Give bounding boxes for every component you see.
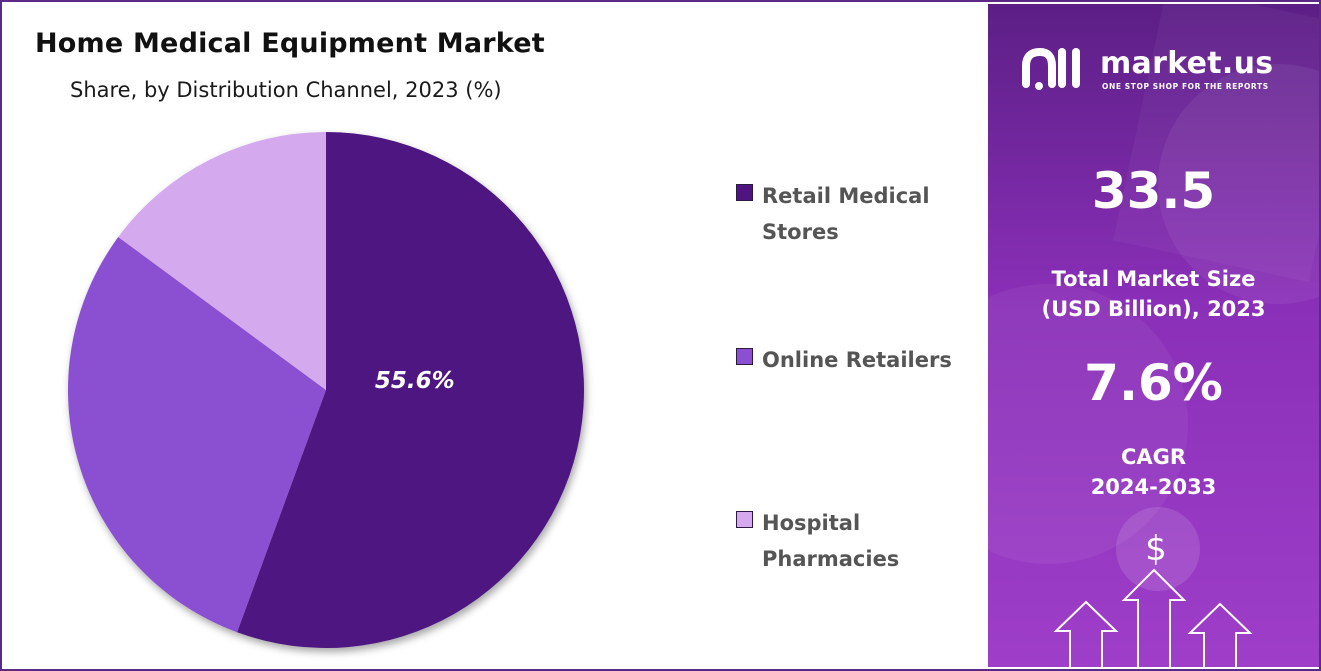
pie-slices <box>67 132 584 648</box>
market-us-logo: market.us ONE STOP SHOP FOR THE REPORTS <box>1022 44 1302 94</box>
cagr-value: 7.6% <box>1084 354 1223 412</box>
summary-panel: market.us ONE STOP SHOP FOR THE REPORTS … <box>988 4 1319 667</box>
logo-text: market.us <box>1100 46 1274 81</box>
legend-swatch-retail-medical-stores <box>736 184 753 201</box>
legend-label-retail-medical-stores: Retail Medical Stores <box>762 178 982 250</box>
panel-background-decoration <box>988 4 1319 591</box>
legend-label-online-line1: Online Retailers <box>762 348 952 372</box>
legend-label-hospital-pharmacies: Hospital Pharmacies <box>762 505 982 577</box>
pie-slice-retail-medical-stores <box>237 132 584 648</box>
pie-data-label-retail-medical-stores: 55.6% <box>375 368 455 394</box>
pie-chart: 55.6% <box>67 132 584 648</box>
pie-slice-online-retailers <box>67 237 326 633</box>
cagr-label-line1: CAGR <box>1120 445 1187 469</box>
legend-label-online-retailers: Online Retailers <box>762 342 982 378</box>
chart-title: Home Medical Equipment Market <box>35 28 545 59</box>
chart-subtitle: Share, by Distribution Channel, 2023 (%) <box>70 78 502 102</box>
legend-swatch-hospital-pharmacies <box>736 511 753 528</box>
cagr-label-line2: 2024-2033 <box>1090 475 1217 499</box>
legend-swatch-online-retailers <box>736 348 753 365</box>
up-arrow-left-icon <box>1053 600 1119 667</box>
market-size-label: Total Market Size (USD Billion), 2023 <box>988 264 1319 324</box>
logo-tagline: ONE STOP SHOP FOR THE REPORTS <box>1102 82 1269 91</box>
legend-label-hospital-line1: Hospital <box>762 511 861 535</box>
market-size-label-line2: (USD Billion), 2023 <box>1041 297 1266 321</box>
market-size-value: 33.5 <box>1091 162 1216 220</box>
market-size-label-line1: Total Market Size <box>1051 267 1256 291</box>
logo-mark-icon <box>1022 47 1080 90</box>
up-arrow-center-icon <box>1121 568 1187 667</box>
cagr-label: CAGR 2024-2033 <box>988 442 1319 502</box>
growth-arrows-illustration: $ <box>1053 529 1253 667</box>
up-arrow-right-icon <box>1187 602 1253 667</box>
pie-slice-hospital-pharmacies <box>118 132 327 390</box>
dollar-icon: $ <box>1145 529 1167 569</box>
legend-label-retail-line1: Retail Medical <box>762 184 930 208</box>
legend-label-hospital-line2: Pharmacies <box>762 547 900 571</box>
legend-label-retail-line2: Stores <box>762 220 839 244</box>
